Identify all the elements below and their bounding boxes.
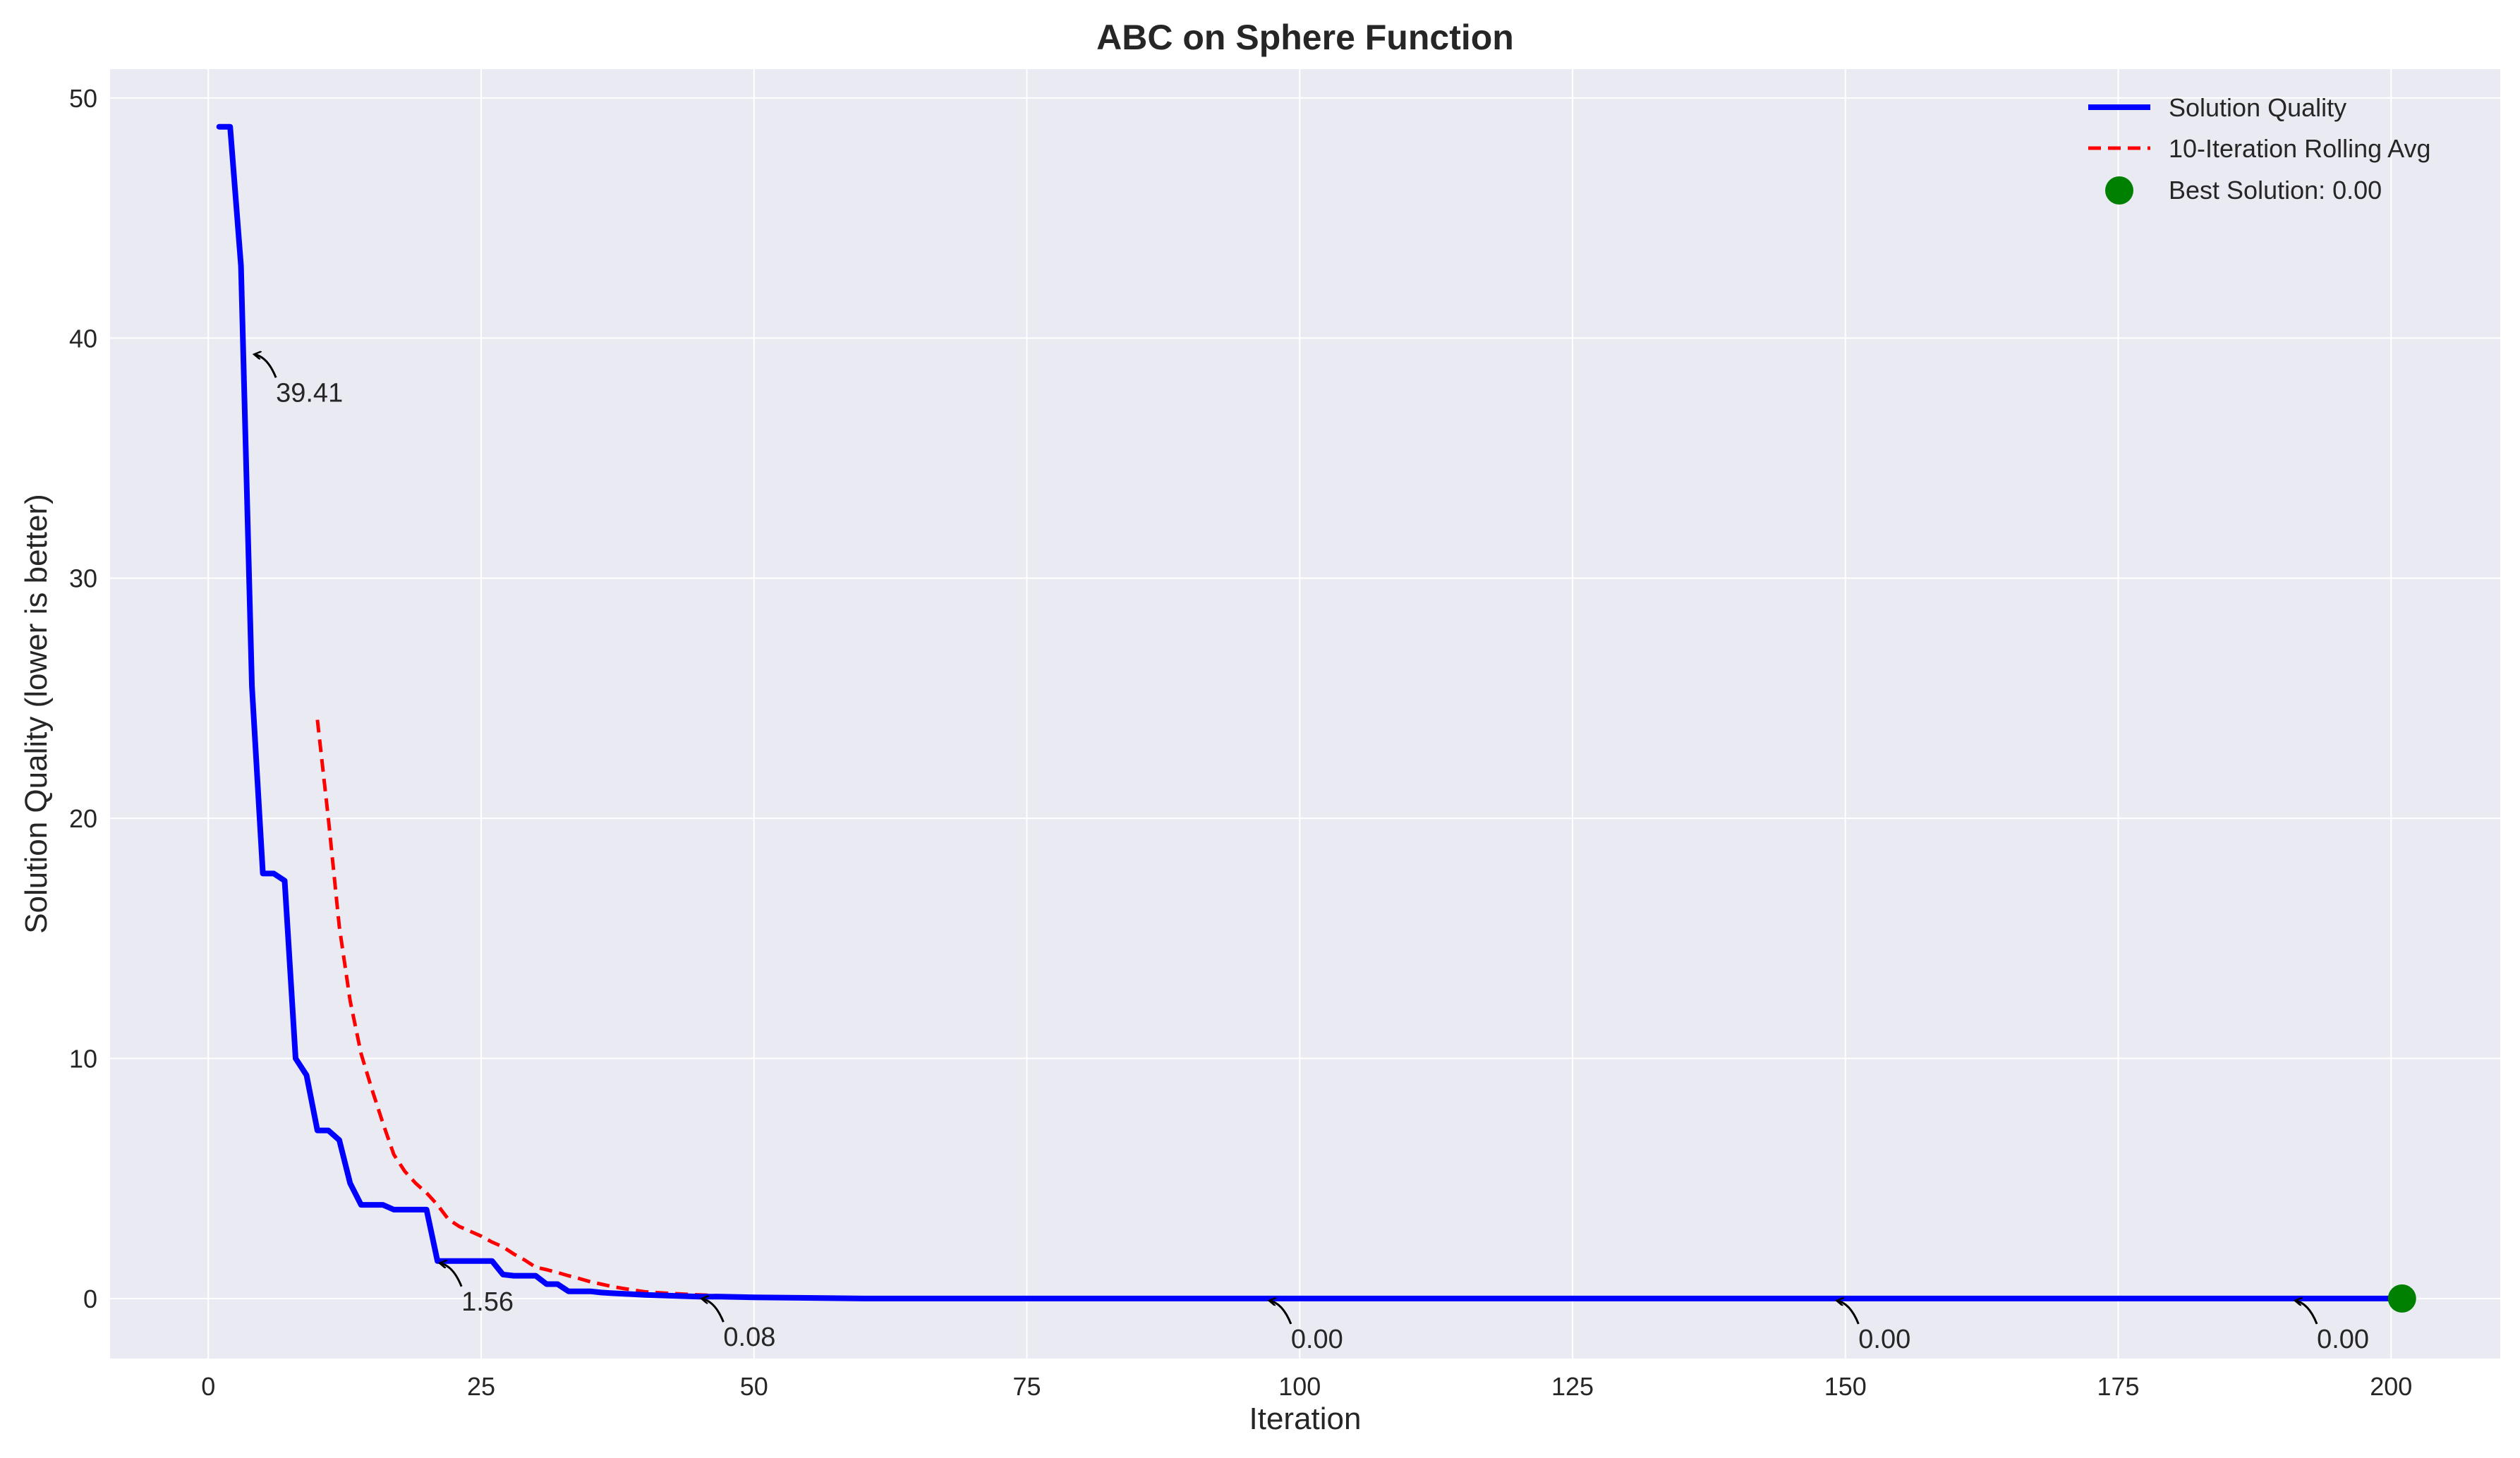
annotation-arrow <box>701 1299 725 1323</box>
x-tick-label: 150 <box>1824 1372 1867 1401</box>
y-tick-label: 50 <box>69 84 97 113</box>
x-tick-label: 200 <box>2370 1372 2412 1401</box>
x-tick-label: 75 <box>1012 1372 1041 1401</box>
legend-swatch-best-solution <box>2105 176 2133 205</box>
annotation-label: 0.00 <box>2317 1325 2369 1354</box>
annotation-label: 0.00 <box>1858 1325 1910 1354</box>
x-axis-label: Iteration <box>1249 1402 1362 1436</box>
annotation-arrow <box>1269 1301 1292 1325</box>
x-tick-label: 25 <box>467 1372 495 1401</box>
annotation-label: 0.08 <box>723 1323 775 1352</box>
chart-title: ABC on Sphere Function <box>1096 18 1514 57</box>
annotation-arrow <box>440 1263 463 1287</box>
x-tick-label: 50 <box>740 1372 768 1401</box>
y-axis-label: Solution Quality (lower is better) <box>19 494 54 934</box>
legend-label-best-solution: Best Solution: 0.00 <box>2169 176 2382 205</box>
annotation-label: 0.00 <box>1291 1325 1343 1354</box>
annotation-layer: 39.41 1.56 0.08 0.00 0.00 0.00 <box>254 354 2416 1354</box>
annotation-label: 39.41 <box>276 378 343 408</box>
legend-label-rolling-avg: 10-Iteration Rolling Avg <box>2169 134 2431 163</box>
y-tick-label: 10 <box>69 1044 97 1073</box>
y-tick-label: 20 <box>69 804 97 833</box>
y-tick-label: 40 <box>69 324 97 353</box>
series-line-solution-quality <box>216 123 2394 1301</box>
best-solution-marker <box>2387 1284 2416 1313</box>
series-layer <box>216 123 2394 1301</box>
y-tick-label: 30 <box>69 564 97 593</box>
y-tick-label: 0 <box>83 1284 97 1313</box>
x-tick-label: 0 <box>201 1372 215 1401</box>
x-tick-label: 175 <box>2097 1372 2139 1401</box>
legend: Solution Quality 10-Iteration Rolling Av… <box>2088 93 2431 205</box>
annotation-label: 1.56 <box>461 1287 514 1317</box>
legend-label-solution-quality: Solution Quality <box>2169 93 2346 122</box>
x-tick-label: 100 <box>1278 1372 1321 1401</box>
tick-labels: 0 25 50 75 100 125 150 175 200 0 10 20 30 40 50 <box>69 84 2412 1401</box>
annotation-arrow <box>1836 1301 1860 1325</box>
annotation-arrow <box>2295 1301 2318 1325</box>
plot-background <box>110 69 2500 1359</box>
annotation-arrow <box>254 354 277 378</box>
x-tick-label: 125 <box>1551 1372 1594 1401</box>
